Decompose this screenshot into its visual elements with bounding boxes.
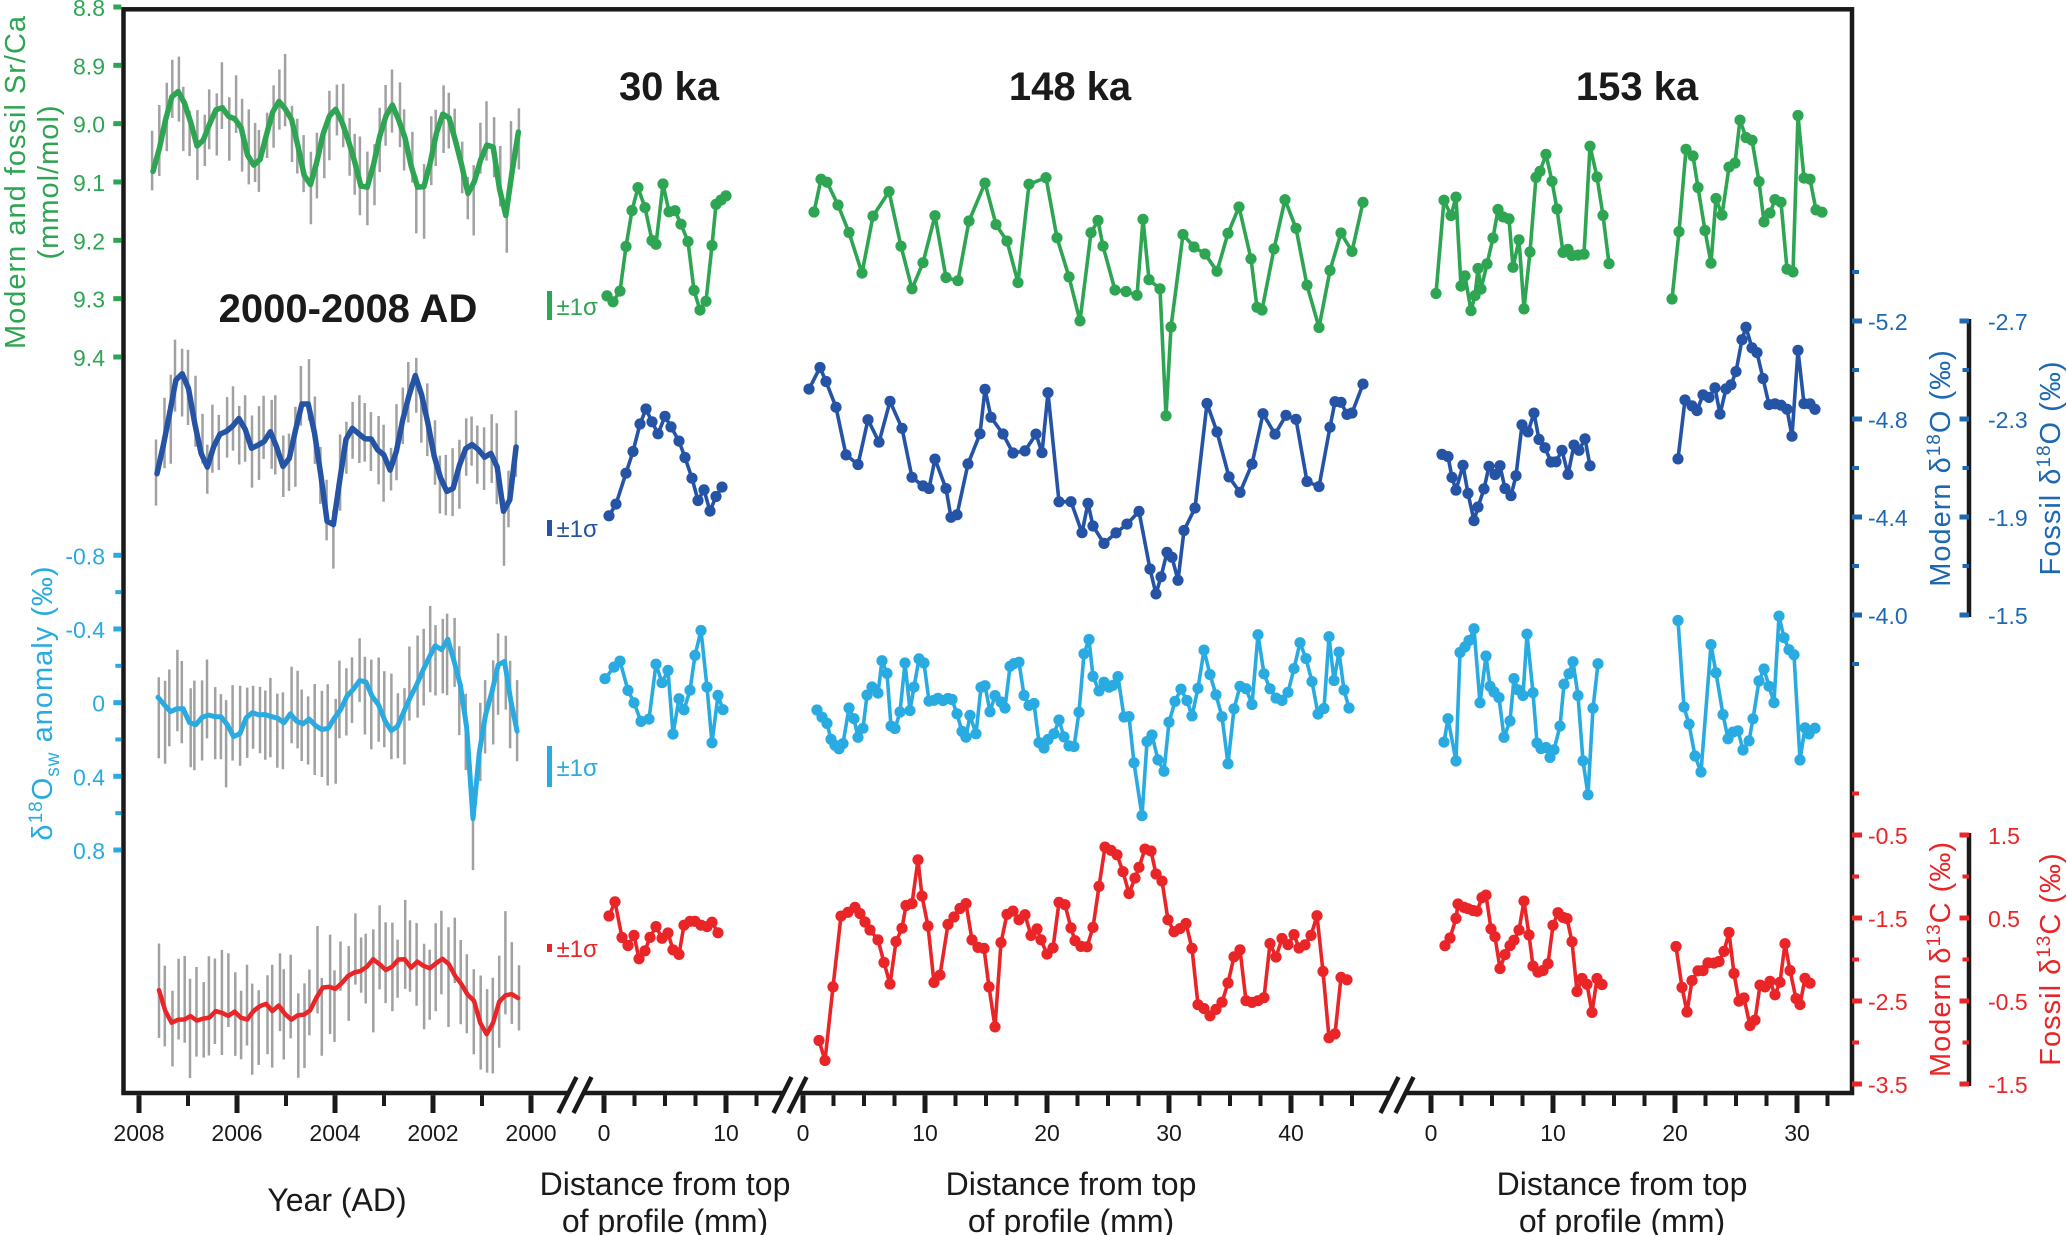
svg-text:10: 10 (1540, 1120, 1566, 1146)
svg-text:-2.3: -2.3 (1988, 407, 2028, 433)
svg-text:0.5: 0.5 (1988, 906, 2020, 932)
svg-text:Fossil δ13​C (‰): Fossil δ13​C (‰) (2034, 852, 2067, 1065)
svg-text:9.1: 9.1 (73, 170, 105, 196)
svg-text:Distance from top: Distance from top (946, 1166, 1197, 1202)
svg-text:-0.5: -0.5 (1988, 989, 2028, 1015)
svg-text:0.8: 0.8 (73, 838, 105, 864)
svg-text:Distance from top: Distance from top (1497, 1166, 1748, 1202)
svg-text:148 ka: 148 ka (1009, 65, 1132, 109)
svg-text:-0.5: -0.5 (1868, 823, 1908, 849)
svg-text:-5.2: -5.2 (1868, 309, 1908, 335)
svg-text:0: 0 (797, 1120, 810, 1146)
svg-text:9.2: 9.2 (73, 228, 105, 254)
svg-text:Distance from top: Distance from top (540, 1166, 791, 1202)
svg-text:of profile (mm): of profile (mm) (968, 1203, 1174, 1235)
svg-text:±1σ: ±1σ (557, 294, 599, 321)
svg-text:-3.5: -3.5 (1868, 1072, 1908, 1098)
svg-text:2002: 2002 (407, 1120, 458, 1146)
svg-text:-1.5: -1.5 (1988, 603, 2028, 629)
svg-text:of profile (mm): of profile (mm) (1519, 1203, 1725, 1235)
svg-text:-2.5: -2.5 (1868, 989, 1908, 1015)
svg-text:30 ka: 30 ka (619, 65, 720, 109)
svg-text:Year (AD): Year (AD) (267, 1182, 406, 1218)
svg-text:20: 20 (1662, 1120, 1688, 1146)
svg-text:δ18​Osw​ anomaly (‰): δ18​Osw​ anomaly (‰) (26, 565, 64, 840)
svg-text:±1σ: ±1σ (557, 755, 599, 782)
svg-text:±1σ: ±1σ (557, 516, 599, 543)
svg-text:-1.9: -1.9 (1988, 505, 2028, 531)
svg-text:2000-2008 AD: 2000-2008 AD (219, 287, 478, 331)
svg-text:0.4: 0.4 (73, 764, 105, 790)
svg-text:Modern δ18​O (‰): Modern δ18​O (‰) (1924, 349, 1957, 587)
svg-text:Fossil δ18​O (‰): Fossil δ18​O (‰) (2034, 360, 2067, 575)
svg-text:-0.4: -0.4 (65, 617, 105, 643)
svg-text:-4.4: -4.4 (1868, 505, 1908, 531)
svg-text:Modern δ13​C (‰): Modern δ13​C (‰) (1924, 841, 1957, 1077)
svg-text:10: 10 (912, 1120, 938, 1146)
svg-text:(mmol/mol): (mmol/mol) (33, 105, 65, 260)
svg-text:-4.0: -4.0 (1868, 603, 1908, 629)
svg-text:0: 0 (1425, 1120, 1438, 1146)
svg-text:153 ka: 153 ka (1576, 65, 1699, 109)
svg-text:-4.8: -4.8 (1868, 407, 1908, 433)
svg-text:40: 40 (1278, 1120, 1304, 1146)
svg-text:2008: 2008 (113, 1120, 164, 1146)
svg-text:10: 10 (713, 1120, 739, 1146)
svg-text:2006: 2006 (211, 1120, 262, 1146)
svg-text:30: 30 (1784, 1120, 1810, 1146)
svg-text:30: 30 (1156, 1120, 1182, 1146)
svg-text:8.9: 8.9 (73, 53, 105, 79)
svg-text:-0.8: -0.8 (65, 543, 105, 569)
svg-text:0: 0 (92, 691, 105, 717)
svg-text:-2.7: -2.7 (1988, 309, 2028, 335)
svg-text:-1.5: -1.5 (1868, 906, 1908, 932)
svg-text:2004: 2004 (309, 1120, 360, 1146)
svg-text:-1.5: -1.5 (1988, 1072, 2028, 1098)
svg-text:9.4: 9.4 (73, 345, 105, 371)
svg-text:2000: 2000 (505, 1120, 556, 1146)
svg-text:8.8: 8.8 (73, 0, 105, 21)
svg-text:9.3: 9.3 (73, 287, 105, 313)
svg-text:Modern and fossil Sr/Ca: Modern and fossil Sr/Ca (0, 15, 32, 349)
svg-text:0: 0 (598, 1120, 611, 1146)
svg-text:1.5: 1.5 (1988, 823, 2020, 849)
svg-text:9.0: 9.0 (73, 112, 105, 138)
svg-text:20: 20 (1034, 1120, 1060, 1146)
svg-text:of profile (mm): of profile (mm) (562, 1203, 768, 1235)
svg-text:±1σ: ±1σ (557, 936, 599, 963)
